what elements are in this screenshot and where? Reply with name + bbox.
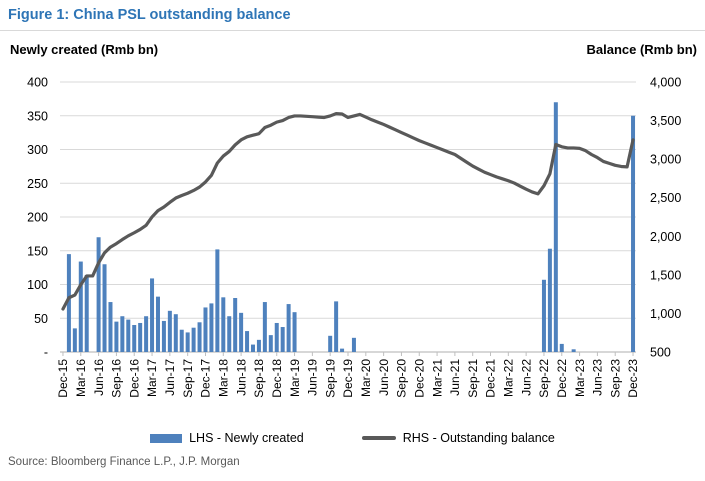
svg-text:Jun-16: Jun-16 bbox=[92, 359, 106, 396]
svg-text:500: 500 bbox=[650, 346, 671, 360]
svg-text:Dec-16: Dec-16 bbox=[127, 359, 141, 398]
right-axis-title: Balance (Rmb bn) bbox=[586, 42, 697, 57]
svg-text:350: 350 bbox=[27, 109, 48, 123]
svg-text:Sep-17: Sep-17 bbox=[181, 359, 195, 398]
svg-text:Sep-21: Sep-21 bbox=[466, 359, 480, 398]
svg-text:Dec-21: Dec-21 bbox=[484, 359, 498, 398]
svg-text:Dec-23: Dec-23 bbox=[626, 359, 640, 398]
svg-text:Sep-18: Sep-18 bbox=[252, 359, 266, 398]
chart-legend: LHS - Newly created RHS - Outstanding bal… bbox=[0, 431, 705, 445]
svg-text:Jun-20: Jun-20 bbox=[377, 359, 391, 396]
svg-text:Jun-21: Jun-21 bbox=[448, 359, 462, 396]
x-axis bbox=[60, 351, 636, 356]
left-axis-title: Newly created (Rmb bn) bbox=[10, 42, 159, 57]
svg-text:Sep-16: Sep-16 bbox=[110, 359, 124, 398]
bars-series bbox=[66, 102, 636, 352]
svg-text:Dec-19: Dec-19 bbox=[341, 359, 355, 398]
svg-text:150: 150 bbox=[27, 244, 48, 258]
svg-text:Jun-22: Jun-22 bbox=[519, 359, 533, 396]
x-tick-labels: Dec-15 Mar-16 Jun-16 Sep-16 Dec-16 Mar-17 Jun-… bbox=[56, 359, 640, 398]
svg-text:Mar-23: Mar-23 bbox=[573, 359, 587, 397]
svg-text:300: 300 bbox=[27, 143, 48, 157]
header-divider bbox=[0, 30, 705, 31]
svg-text:3,000: 3,000 bbox=[650, 153, 681, 167]
svg-text:Mar-21: Mar-21 bbox=[430, 359, 444, 397]
svg-text:1,000: 1,000 bbox=[650, 307, 681, 321]
svg-text:400: 400 bbox=[27, 76, 48, 90]
legend-item-bars: LHS - Newly created bbox=[150, 431, 304, 445]
svg-text:Mar-16: Mar-16 bbox=[74, 359, 88, 397]
svg-text:3,500: 3,500 bbox=[650, 114, 681, 128]
svg-text:Jun-17: Jun-17 bbox=[163, 359, 177, 396]
svg-text:-: - bbox=[44, 346, 48, 360]
svg-text:Jun-23: Jun-23 bbox=[591, 359, 605, 396]
svg-text:2,000: 2,000 bbox=[650, 230, 681, 244]
svg-text:Jun-19: Jun-19 bbox=[306, 359, 320, 396]
svg-text:Sep-20: Sep-20 bbox=[395, 359, 409, 398]
svg-text:4,000: 4,000 bbox=[650, 76, 681, 90]
svg-text:Sep-22: Sep-22 bbox=[537, 359, 551, 398]
svg-text:Sep-23: Sep-23 bbox=[608, 359, 622, 398]
svg-text:50: 50 bbox=[34, 312, 48, 326]
legend-label: LHS - Newly created bbox=[189, 431, 304, 445]
svg-text:Jun-18: Jun-18 bbox=[234, 359, 248, 396]
svg-text:1,500: 1,500 bbox=[650, 268, 681, 282]
right-tick-labels: 4,000 3,500 3,000 2,500 2,000 1,500 1,000 500 bbox=[650, 76, 681, 360]
source-note: Source: Bloomberg Finance L.P., J.P. Mor… bbox=[8, 456, 240, 468]
svg-text:Dec-17: Dec-17 bbox=[199, 359, 213, 398]
svg-text:Sep-19: Sep-19 bbox=[323, 359, 337, 398]
svg-text:Dec-20: Dec-20 bbox=[412, 359, 426, 398]
balance-line bbox=[61, 112, 635, 311]
svg-text:Dec-22: Dec-22 bbox=[555, 359, 569, 398]
line-swatch-icon bbox=[361, 436, 396, 440]
left-tick-labels: 400 350 300 250 200 150 100 50 - bbox=[27, 76, 48, 360]
svg-text:100: 100 bbox=[27, 278, 48, 292]
svg-text:200: 200 bbox=[27, 211, 48, 225]
svg-text:Mar-20: Mar-20 bbox=[359, 359, 373, 397]
legend-label: RHS - Outstanding balance bbox=[402, 431, 555, 445]
svg-text:Mar-22: Mar-22 bbox=[502, 359, 516, 397]
bar-swatch-icon bbox=[150, 433, 183, 443]
chart-canvas: 400 350 300 250 200 150 100 50 - 4,000 3,500 3,000 2… bbox=[27, 76, 681, 398]
svg-text:Dec-18: Dec-18 bbox=[270, 359, 284, 398]
svg-text:Mar-19: Mar-19 bbox=[288, 359, 302, 397]
svg-text:Mar-18: Mar-18 bbox=[216, 359, 230, 397]
figure-title: Figure 1: China PSL outstanding balance bbox=[8, 7, 291, 23]
svg-text:Dec-15: Dec-15 bbox=[56, 359, 70, 398]
gridlines bbox=[60, 81, 636, 319]
svg-text:2,500: 2,500 bbox=[650, 191, 681, 205]
svg-text:Mar-17: Mar-17 bbox=[145, 359, 159, 397]
legend-item-line: RHS - Outstanding balance bbox=[361, 431, 555, 445]
svg-text:250: 250 bbox=[27, 177, 48, 191]
